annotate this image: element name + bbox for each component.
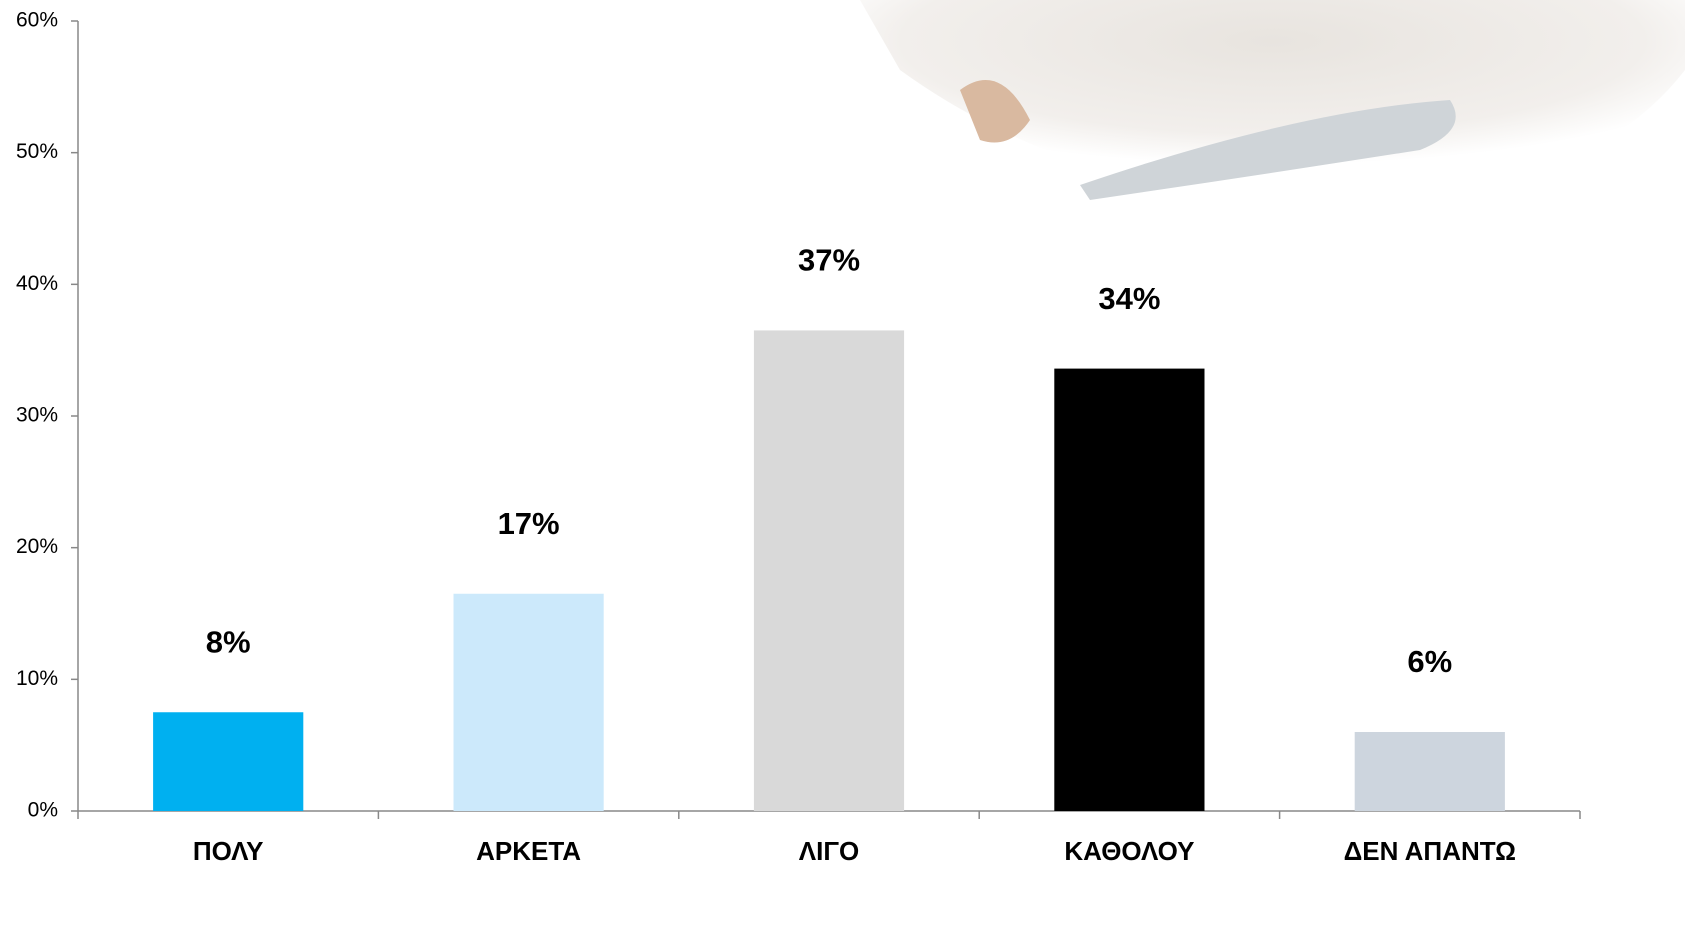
- y-tick-label: 40%: [16, 272, 58, 295]
- bar: [1354, 732, 1505, 811]
- value-label: 37%: [798, 243, 860, 278]
- x-tick-label: ΛΙΓΟ: [799, 836, 859, 866]
- y-tick-label: 60%: [16, 9, 58, 32]
- y-tick-label: 10%: [16, 667, 58, 690]
- bar: [153, 712, 304, 811]
- x-tick-label: ΑΡΚΕΤΑ: [476, 836, 581, 866]
- y-tick-label: 20%: [16, 535, 58, 558]
- value-label: 8%: [206, 624, 251, 659]
- bar: [753, 330, 905, 811]
- x-tick-label: ΔΕΝ ΑΠΑΝΤΩ: [1344, 836, 1516, 866]
- bar: [453, 593, 604, 811]
- x-tick-label: ΠΟΛΥ: [193, 836, 264, 866]
- y-tick-label: 30%: [16, 404, 58, 427]
- decorative-clipboard: [1080, 100, 1456, 200]
- y-tick-label: 0%: [28, 799, 58, 822]
- decorative-photo: [860, 0, 1685, 206]
- value-label: 17%: [498, 506, 560, 541]
- y-tick-label: 50%: [16, 140, 58, 163]
- x-tick-label: ΚΑΘΟΛΟΥ: [1064, 836, 1194, 866]
- decorative-hand: [960, 80, 1030, 143]
- value-label: 34%: [1098, 281, 1160, 316]
- value-label: 6%: [1407, 644, 1452, 679]
- bar: [1054, 368, 1205, 811]
